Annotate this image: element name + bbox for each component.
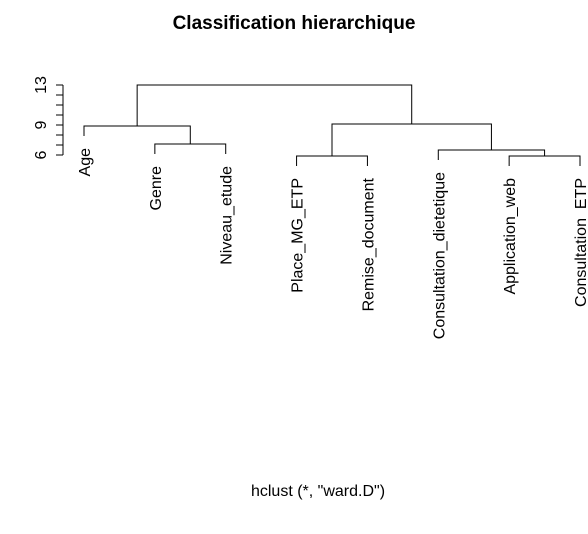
dendrogram-link <box>331 123 492 156</box>
leaf-label: Place_MG_ETP <box>290 178 307 293</box>
x-axis-label: hclust (*, "ward.D") <box>251 483 385 500</box>
leaf-label: Consultation_ETP <box>573 178 588 307</box>
dendrogram-link <box>83 125 191 144</box>
chart-title: Classification hierarchique <box>173 13 416 34</box>
dendrogram-link <box>508 155 581 166</box>
dendrogram-link <box>136 84 413 126</box>
leaf-label: Genre <box>148 166 165 211</box>
dendrogram-link <box>154 143 227 154</box>
y-tick-label: 9 <box>33 120 50 129</box>
y-tick-label: 6 <box>33 150 50 159</box>
leaf-label: Consultation_dietetique <box>431 172 448 339</box>
leaf-label: Age <box>77 148 94 177</box>
leaf-label: Remise_document <box>360 177 377 311</box>
y-tick-label: 13 <box>33 76 50 94</box>
dendrogram-link <box>437 149 546 160</box>
leaf-label: Niveau_etude <box>219 166 236 265</box>
dendrogram-link <box>296 155 368 166</box>
leaf-label: Application_web <box>502 178 519 295</box>
